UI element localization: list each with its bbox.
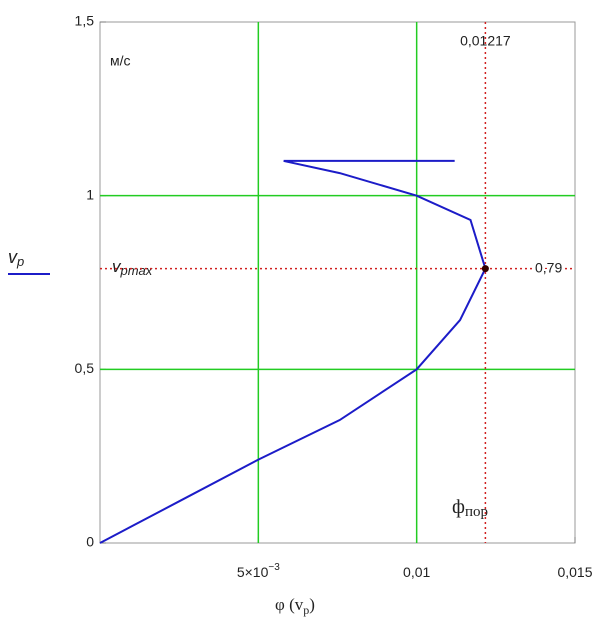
legend-main: v — [8, 247, 18, 267]
vpmax-main: v — [112, 257, 122, 276]
marker-label: 0,01217 — [460, 33, 511, 49]
legend-sub: p — [16, 254, 24, 269]
vpmax-sub: pmax — [120, 263, 153, 278]
y-tick-label: 0,5 — [75, 360, 95, 376]
marker-label: 0,79 — [535, 259, 562, 275]
x-tick-text: 5×10 — [237, 564, 269, 580]
legend-label: vp — [8, 247, 24, 270]
y-tick-label: 0 — [86, 534, 94, 550]
xlabel-sub: p — [303, 603, 309, 617]
y-tick-label: 1 — [86, 186, 94, 202]
x-tick-text: 0,015 — [557, 564, 592, 580]
vpmax-label: vpmax — [112, 257, 153, 278]
x-tick-text: 0,01 — [403, 564, 430, 580]
x-tick-label: 0,015 — [557, 564, 592, 580]
xlabel-end: ) — [309, 595, 315, 614]
plot-frame — [99, 21, 576, 544]
series-line — [99, 159, 487, 544]
point-marker — [481, 265, 489, 273]
phi-main: ф — [452, 496, 465, 518]
phi-sub: пор — [465, 504, 488, 520]
xlabel-main: φ (v — [275, 595, 304, 614]
unit-label: м/с — [110, 53, 131, 69]
y-tick-label: 1,5 — [75, 13, 95, 29]
x-axis-label: φ (vp) — [275, 595, 315, 617]
x-tick-label: 5×10−3 — [237, 562, 280, 580]
x-tick-exp: −3 — [268, 562, 280, 573]
x-tick-label: 0,01 — [403, 564, 430, 580]
phi-label: фпор — [452, 496, 488, 521]
